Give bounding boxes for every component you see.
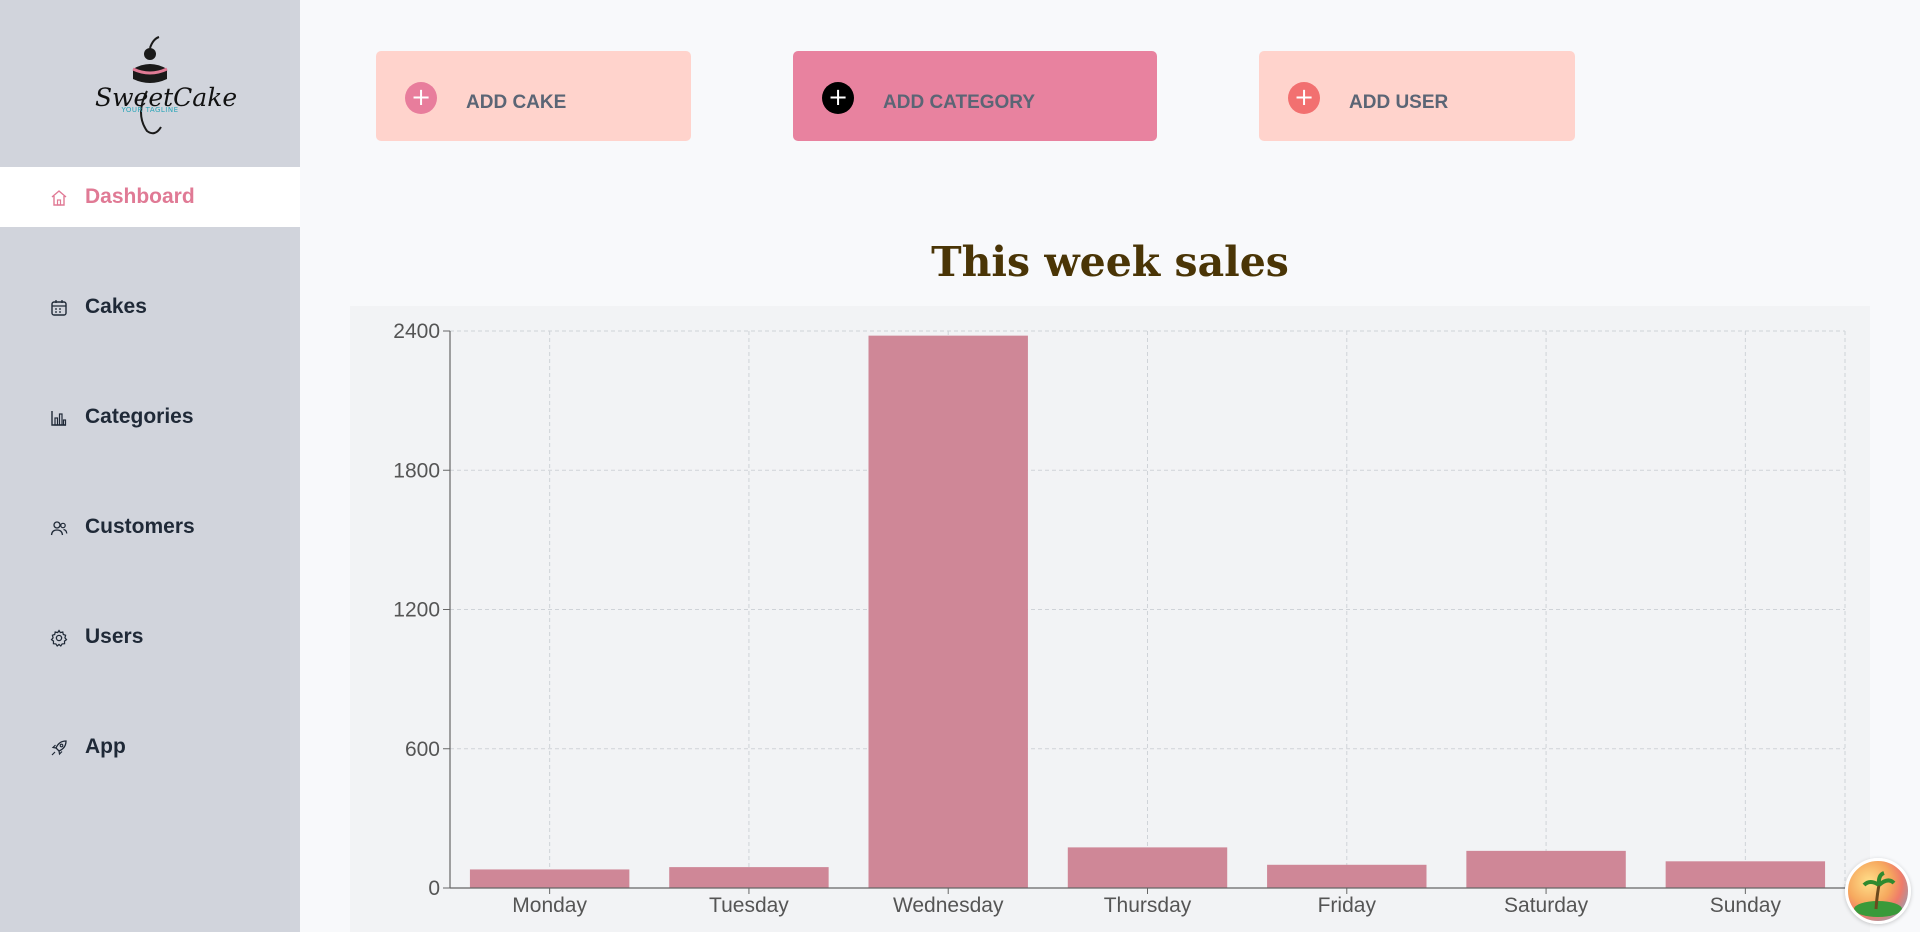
x-tick-label: Wednesday — [893, 894, 1004, 917]
island-icon — [1854, 871, 1902, 917]
bar — [669, 867, 829, 888]
sidebar-item-label: App — [85, 735, 126, 758]
chart-panel: 0 600 1200 1800 2400 Monday Tuesday Wednesday Th… — [350, 306, 1870, 932]
y-tick-label: 1800 — [393, 459, 440, 482]
bar — [868, 335, 1028, 888]
sidebar-item-label: Categories — [85, 405, 194, 428]
bar — [1466, 850, 1626, 888]
users-icon — [50, 521, 68, 536]
plus-icon: + — [822, 82, 854, 114]
logo-mark: SweetCake YOUR TAGLINE — [95, 29, 238, 139]
rocket-icon — [51, 740, 67, 756]
y-tick-label: 0 — [428, 877, 440, 900]
bar — [1267, 864, 1427, 888]
x-tick-label: Thursday — [1104, 894, 1192, 917]
logo[interactable]: SweetCake YOUR TAGLINE — [0, 0, 300, 167]
sidebar-item-customers[interactable]: Customers — [0, 497, 300, 557]
sidebar-item-cakes[interactable]: Cakes — [0, 277, 300, 337]
sidebar-item-label: Dashboard — [85, 185, 195, 208]
chart-title: This week sales — [931, 238, 1289, 286]
sidebar-item-categories[interactable]: Categories — [0, 387, 300, 447]
x-tick-label: Saturday — [1504, 894, 1589, 917]
add-category-label: ADD CATEGORY — [883, 92, 1035, 113]
bar — [1067, 847, 1228, 888]
x-tick-label: Monday — [512, 894, 587, 917]
add-cake-label: ADD CAKE — [466, 92, 567, 113]
bar — [1665, 861, 1826, 888]
cake-logo-icon — [132, 35, 168, 134]
calendar-icon — [51, 300, 67, 316]
bar — [469, 869, 630, 888]
sidebar-item-app[interactable]: App — [0, 717, 300, 777]
sidebar-item-label: Customers — [85, 515, 195, 538]
y-tick-label: 2400 — [393, 320, 440, 343]
chart-icon — [51, 411, 67, 426]
plus-icon: + — [1288, 82, 1320, 114]
add-cake-button[interactable]: + ADD CAKE — [376, 51, 691, 141]
sidebar-item-dashboard[interactable]: Dashboard — [0, 167, 300, 227]
sidebar-item-label: Cakes — [85, 295, 147, 318]
y-tick-label: 1200 — [393, 599, 440, 622]
brand-tagline: YOUR TAGLINE — [121, 105, 179, 114]
home-icon — [51, 190, 67, 206]
x-tick-label: Friday — [1318, 894, 1377, 917]
brand-name: SweetCake — [95, 82, 238, 112]
x-tick-label: Tuesday — [709, 894, 789, 917]
plus-icon: + — [405, 82, 437, 114]
sales-bar-chart: 0 600 1200 1800 2400 Monday Tuesday Wednesday Th… — [393, 320, 1846, 917]
x-tick-label: Sunday — [1710, 894, 1782, 917]
avatar[interactable] — [1845, 858, 1911, 924]
sidebar: SweetCake YOUR TAGLINE Dashboard Cakes C… — [0, 0, 300, 932]
sidebar-item-label: Users — [85, 625, 144, 648]
add-user-label: ADD USER — [1349, 92, 1449, 113]
y-tick-label: 600 — [405, 738, 440, 761]
add-category-button[interactable]: + ADD CATEGORY — [793, 51, 1157, 141]
add-user-button[interactable]: + ADD USER — [1259, 51, 1575, 141]
gear-icon — [50, 629, 68, 647]
sidebar-item-users[interactable]: Users — [0, 607, 300, 667]
